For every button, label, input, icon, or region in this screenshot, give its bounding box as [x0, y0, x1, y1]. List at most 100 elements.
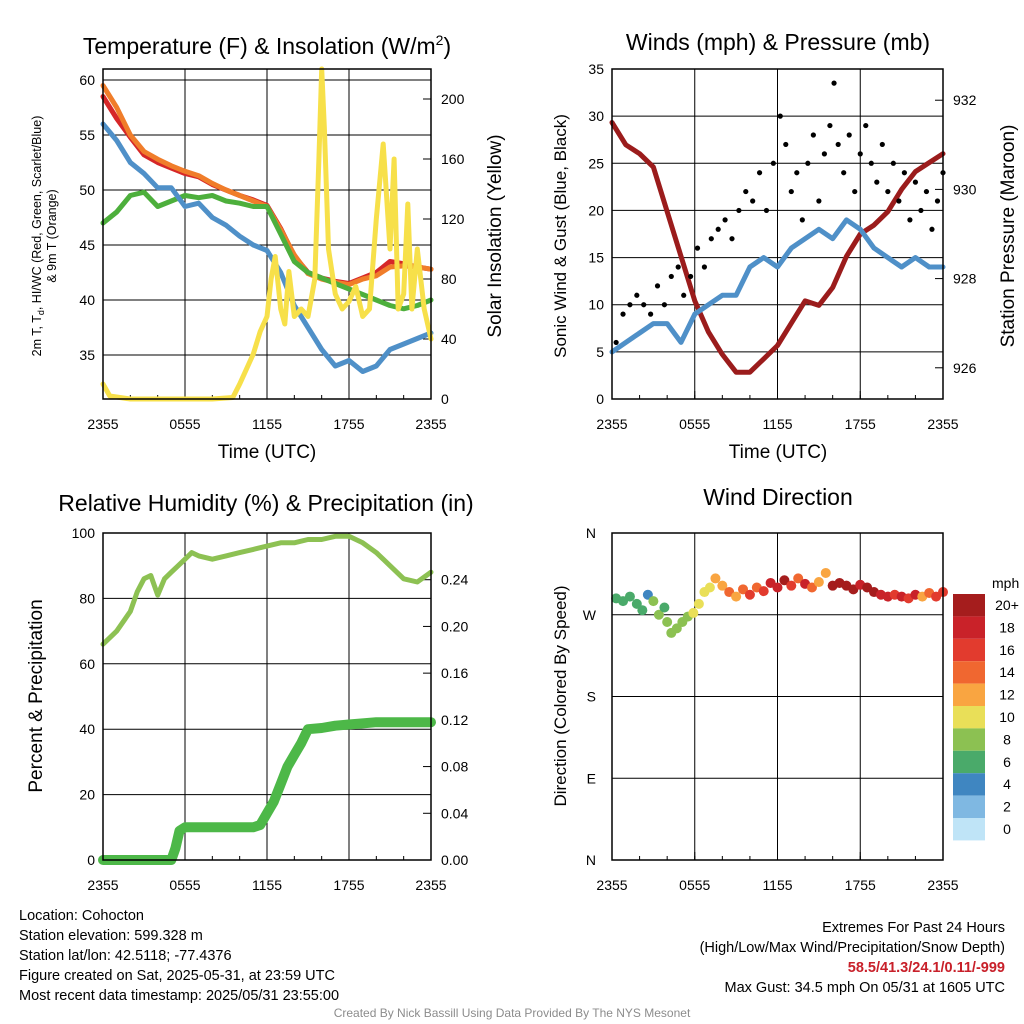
station-info: Location: Cohocton Station elevation: 59…: [19, 906, 339, 1006]
winds-y-label-right: Station Pressure (Maroon): [998, 125, 1019, 348]
humidity-x-tick-label: 0555: [169, 877, 200, 893]
humidity-y-right-tick-label: 0.00: [441, 852, 468, 868]
direction-x-tick-label: 1155: [762, 877, 792, 893]
max-gust: Max Gust: 34.5 mph On 05/31 at 1605 UTC: [724, 980, 1005, 996]
winds-gust-point: [912, 179, 919, 185]
winds-gust-point: [729, 236, 735, 242]
direction-point: [637, 605, 648, 616]
winds-gust-point: [668, 273, 674, 280]
winds-gust-point: [934, 198, 941, 204]
winds-x-tick-label: 2355: [927, 416, 958, 432]
winds-gust-point: [874, 179, 880, 185]
direction-point: [772, 582, 783, 593]
direction-point: [738, 584, 749, 595]
winds-y-left-tick-label: 35: [588, 61, 604, 77]
winds-series-0-line: [609, 120, 946, 375]
winds-y-right-tick-label: 932: [953, 92, 977, 108]
winds-gust-point: [835, 141, 841, 148]
extremes-info: Extremes For Past 24 Hours (High/Low/Max…: [700, 918, 1005, 998]
winds-gust-point: [777, 113, 783, 119]
chart-layer: 2355 0555 1155 1755 235535404550556004080120…: [72, 61, 1019, 893]
legend-swatch: [953, 795, 985, 818]
temperature-y-right-tick-label: 200: [441, 91, 465, 107]
winds-chart-title: Winds (mph) & Pressure (mb): [626, 29, 930, 55]
temperature-series-2-line: [100, 189, 434, 312]
humidity-y-left-tick-label: 80: [79, 590, 95, 606]
direction-point: [659, 602, 670, 613]
winds-y-left-tick-label: 15: [588, 250, 604, 266]
winds-x-label: Time (UTC): [729, 442, 828, 463]
temperature-y-label-left: 2m T, Td, HI/WC (Red, Green, Scarlet/Blu…: [30, 116, 46, 357]
temperature-x-tick-label: 0555: [169, 416, 200, 432]
winds-gust-point: [688, 273, 694, 280]
direction-point: [813, 577, 824, 588]
winds-gust-point: [708, 236, 714, 242]
winds-y-left-tick-label: 10: [588, 297, 604, 313]
winds-y-left-tick-label: 20: [588, 202, 604, 218]
direction-point: [624, 591, 635, 602]
extremes-subtitle: (High/Low/Max Wind/Precipitation/Snow De…: [699, 940, 1005, 956]
winds-y-right-tick-label: 926: [953, 360, 977, 376]
humidity-plot-frame: [102, 532, 432, 861]
legend-swatch: [953, 706, 985, 729]
legend-label: 18: [999, 619, 1015, 635]
temperature-y-label-right: Solar Insolation (Yellow): [485, 134, 506, 337]
winds-gust-point: [885, 188, 891, 195]
direction-x-tick-label: 0555: [679, 877, 710, 893]
direction-y-tick-label: N: [586, 525, 596, 541]
direction-point: [786, 580, 797, 591]
credit-line: Created By Nick Bassill Using Data Provi…: [333, 1006, 691, 1020]
humidity-y-label-left: Percent & Precipitation: [26, 599, 47, 792]
humidity-y-right-tick-label: 0.24: [441, 572, 468, 588]
station-elevation: Station elevation: 599.328 m: [19, 928, 203, 944]
direction-chart-title: Wind Direction: [703, 484, 853, 510]
winds-gust-point: [743, 188, 749, 195]
direction-y-tick-label: W: [583, 607, 597, 623]
extremes-values: 58.5/41.3/24.1/0.11/-999: [847, 960, 1005, 976]
winds-gust-point: [846, 132, 852, 138]
station-latlon: Station lat/lon: 42.5118; -77.4376: [19, 948, 232, 964]
direction-point: [758, 586, 769, 597]
winds-gust-point: [879, 141, 885, 148]
direction-x-tick-label: 2355: [596, 877, 627, 893]
winds-gust-point: [661, 302, 668, 308]
humidity-x-tick-label: 1155: [252, 877, 282, 893]
humidity-x-tick-label: 1755: [333, 877, 364, 893]
winds-gust-point: [841, 170, 847, 176]
winds-gust-point: [857, 151, 863, 157]
winds-gust-point: [788, 188, 794, 195]
winds-gust-point: [715, 226, 721, 232]
winds-gust-point: [681, 292, 687, 298]
winds-gust-point: [805, 160, 811, 166]
winds-gust-point: [831, 80, 837, 86]
direction-point: [820, 567, 831, 578]
winds-gust-point: [634, 292, 640, 298]
temperature-x-tick-label: 2355: [87, 416, 118, 432]
direction-point: [704, 582, 715, 593]
winds-gust-point: [901, 170, 907, 176]
winds-gust-point: [750, 198, 756, 204]
direction-point: [793, 573, 804, 584]
winds-gust-point: [810, 132, 816, 138]
winds-gust-point: [641, 302, 647, 308]
winds-gust-point: [799, 217, 805, 223]
winds-gust-point: [722, 217, 728, 223]
winds-gust-point: [863, 122, 869, 129]
winds-gust-point: [827, 122, 833, 129]
direction-point: [662, 617, 673, 628]
temperature-x-tick-label: 1755: [333, 416, 364, 432]
temperature-y-right-tick-label: 120: [441, 211, 465, 227]
direction-legend-title: mph: [992, 575, 1019, 591]
direction-y-tick-label: N: [586, 852, 596, 868]
winds-gust-point: [907, 217, 913, 223]
legend-label: 2: [1003, 799, 1011, 815]
temperature-y-left-tick-label: 35: [79, 347, 95, 363]
winds-gust-point: [929, 226, 935, 232]
winds-x-tick-label: 2355: [596, 416, 627, 432]
legend-label: 12: [999, 687, 1015, 703]
temperature-chart-title: Temperature (F) & Insolation (W/m2): [83, 32, 451, 59]
temperature-y-right-tick-label: 40: [441, 331, 457, 347]
humidity-y-left-tick-label: 20: [79, 787, 95, 803]
legend-label: 10: [999, 709, 1015, 725]
